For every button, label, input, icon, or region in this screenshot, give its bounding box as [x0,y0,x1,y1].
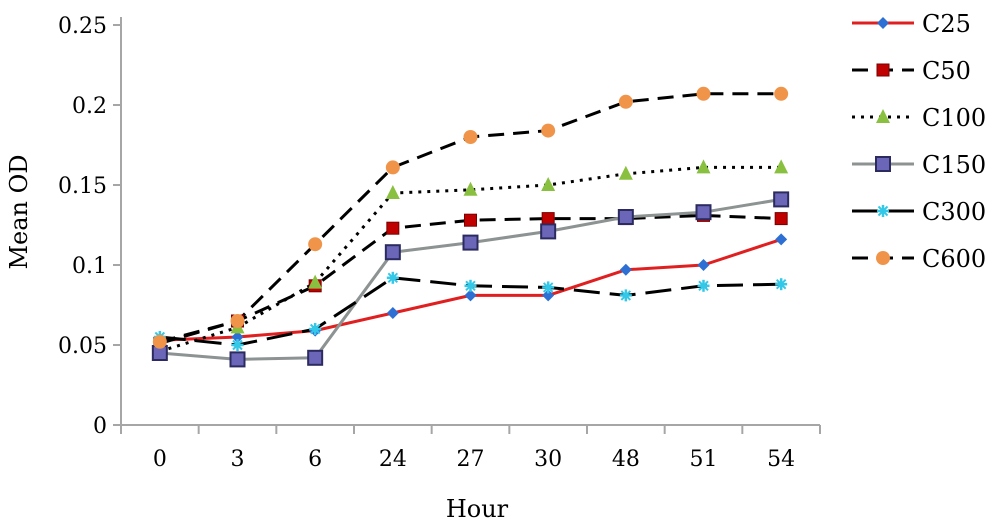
asterisk-stroke [465,280,476,292]
series-markers-c100 [152,159,789,358]
data-point [307,349,324,366]
data-point [464,289,477,302]
data-point [309,323,322,335]
y-tick-label: 0.15 [58,174,107,199]
series-line-c50 [159,213,782,345]
data-point [230,314,245,328]
legend-marker [877,17,889,29]
data-point [542,281,555,294]
y-tick-label: 0.05 [58,334,107,359]
data-point [308,237,323,252]
y-axis-title: Mean OD [5,154,33,269]
series-markers-c600 [152,86,789,349]
asterisk-stroke [309,323,321,335]
data-point [696,86,711,101]
series-markers-c50 [153,208,788,350]
data-point [540,223,557,240]
data-point [541,212,555,226]
legend-marker [876,109,890,123]
data-point [774,159,789,174]
series-markers [151,86,790,368]
legend-item-c100: C100 [852,104,986,132]
legend-marker [876,251,890,265]
legend-item-c600: C600 [852,245,986,273]
data-point [775,278,788,291]
data-point [696,159,711,174]
legend-marker [877,205,889,217]
data-point [695,204,712,221]
series-markers-c150 [151,191,790,368]
data-point [231,331,244,343]
data-point [464,213,477,227]
data-point [229,351,246,368]
legend-label: C25 [922,10,971,38]
legend-label: C300 [922,198,986,226]
data-point [308,274,323,289]
data-point [386,271,399,284]
data-point [774,86,789,101]
data-point [619,263,632,276]
y-tick-label: 0.25 [58,14,107,39]
legend-label: C600 [922,245,986,273]
legend-item-c300: C300 [852,198,986,226]
legend-marker [876,63,890,77]
x-tick-label: 48 [612,447,640,472]
series-markers-c300 [153,271,788,351]
data-point [618,94,633,109]
legend-item-c50: C50 [852,57,971,85]
x-tick-label: 6 [308,447,322,472]
legend-label: C100 [922,104,986,132]
data-point [464,279,477,292]
y-tick-label: 0.2 [72,94,107,119]
asterisk-stroke [620,290,632,301]
data-point [231,339,244,351]
data-point [774,212,788,226]
data-point [541,123,556,138]
asterisk-stroke [542,282,554,293]
data-point [617,209,634,225]
asterisk-stroke [387,272,399,284]
data-point [775,233,788,246]
x-tick-label: 0 [153,447,167,472]
asterisk-stroke [775,278,787,290]
x-tick-label: 27 [457,447,485,472]
legend-item-c150: C150 [852,151,986,179]
data-point [618,165,633,180]
asterisk-stroke [877,205,889,217]
asterisk-stroke [698,280,709,292]
data-point [385,160,400,175]
data-point [152,334,167,349]
data-point [542,289,555,302]
legend: C25 C50 C100 C150 C300 C600 [852,10,986,273]
data-point [463,181,478,196]
data-point [619,289,632,302]
data-point [462,234,479,251]
data-point [463,130,478,144]
data-point [384,244,401,261]
data-point [386,221,400,235]
legend-marker [875,156,891,172]
data-point [386,307,399,319]
legend-label: C150 [922,151,986,179]
x-tick-label: 3 [231,447,245,472]
data-point [541,177,556,191]
x-axis-title: Hour [446,495,509,523]
legend-label: C50 [922,57,971,85]
data-point [385,185,400,199]
y-tick-label: 0 [93,414,107,439]
legend-item-c25: C25 [852,10,971,38]
data-point [697,259,710,271]
x-tick-label: 51 [690,447,718,472]
x-tick-label: 24 [379,447,407,472]
x-tick-label: 30 [534,447,562,472]
x-tick-label: 54 [767,447,795,472]
data-point [773,191,790,208]
asterisk-stroke [232,339,243,351]
axes: 0 0.05 0.1 0.15 0.2 0.25 0 3 6 24 27 30 48 51 54 [58,14,821,472]
y-tick-label: 0.1 [72,254,107,279]
data-point [697,279,710,292]
